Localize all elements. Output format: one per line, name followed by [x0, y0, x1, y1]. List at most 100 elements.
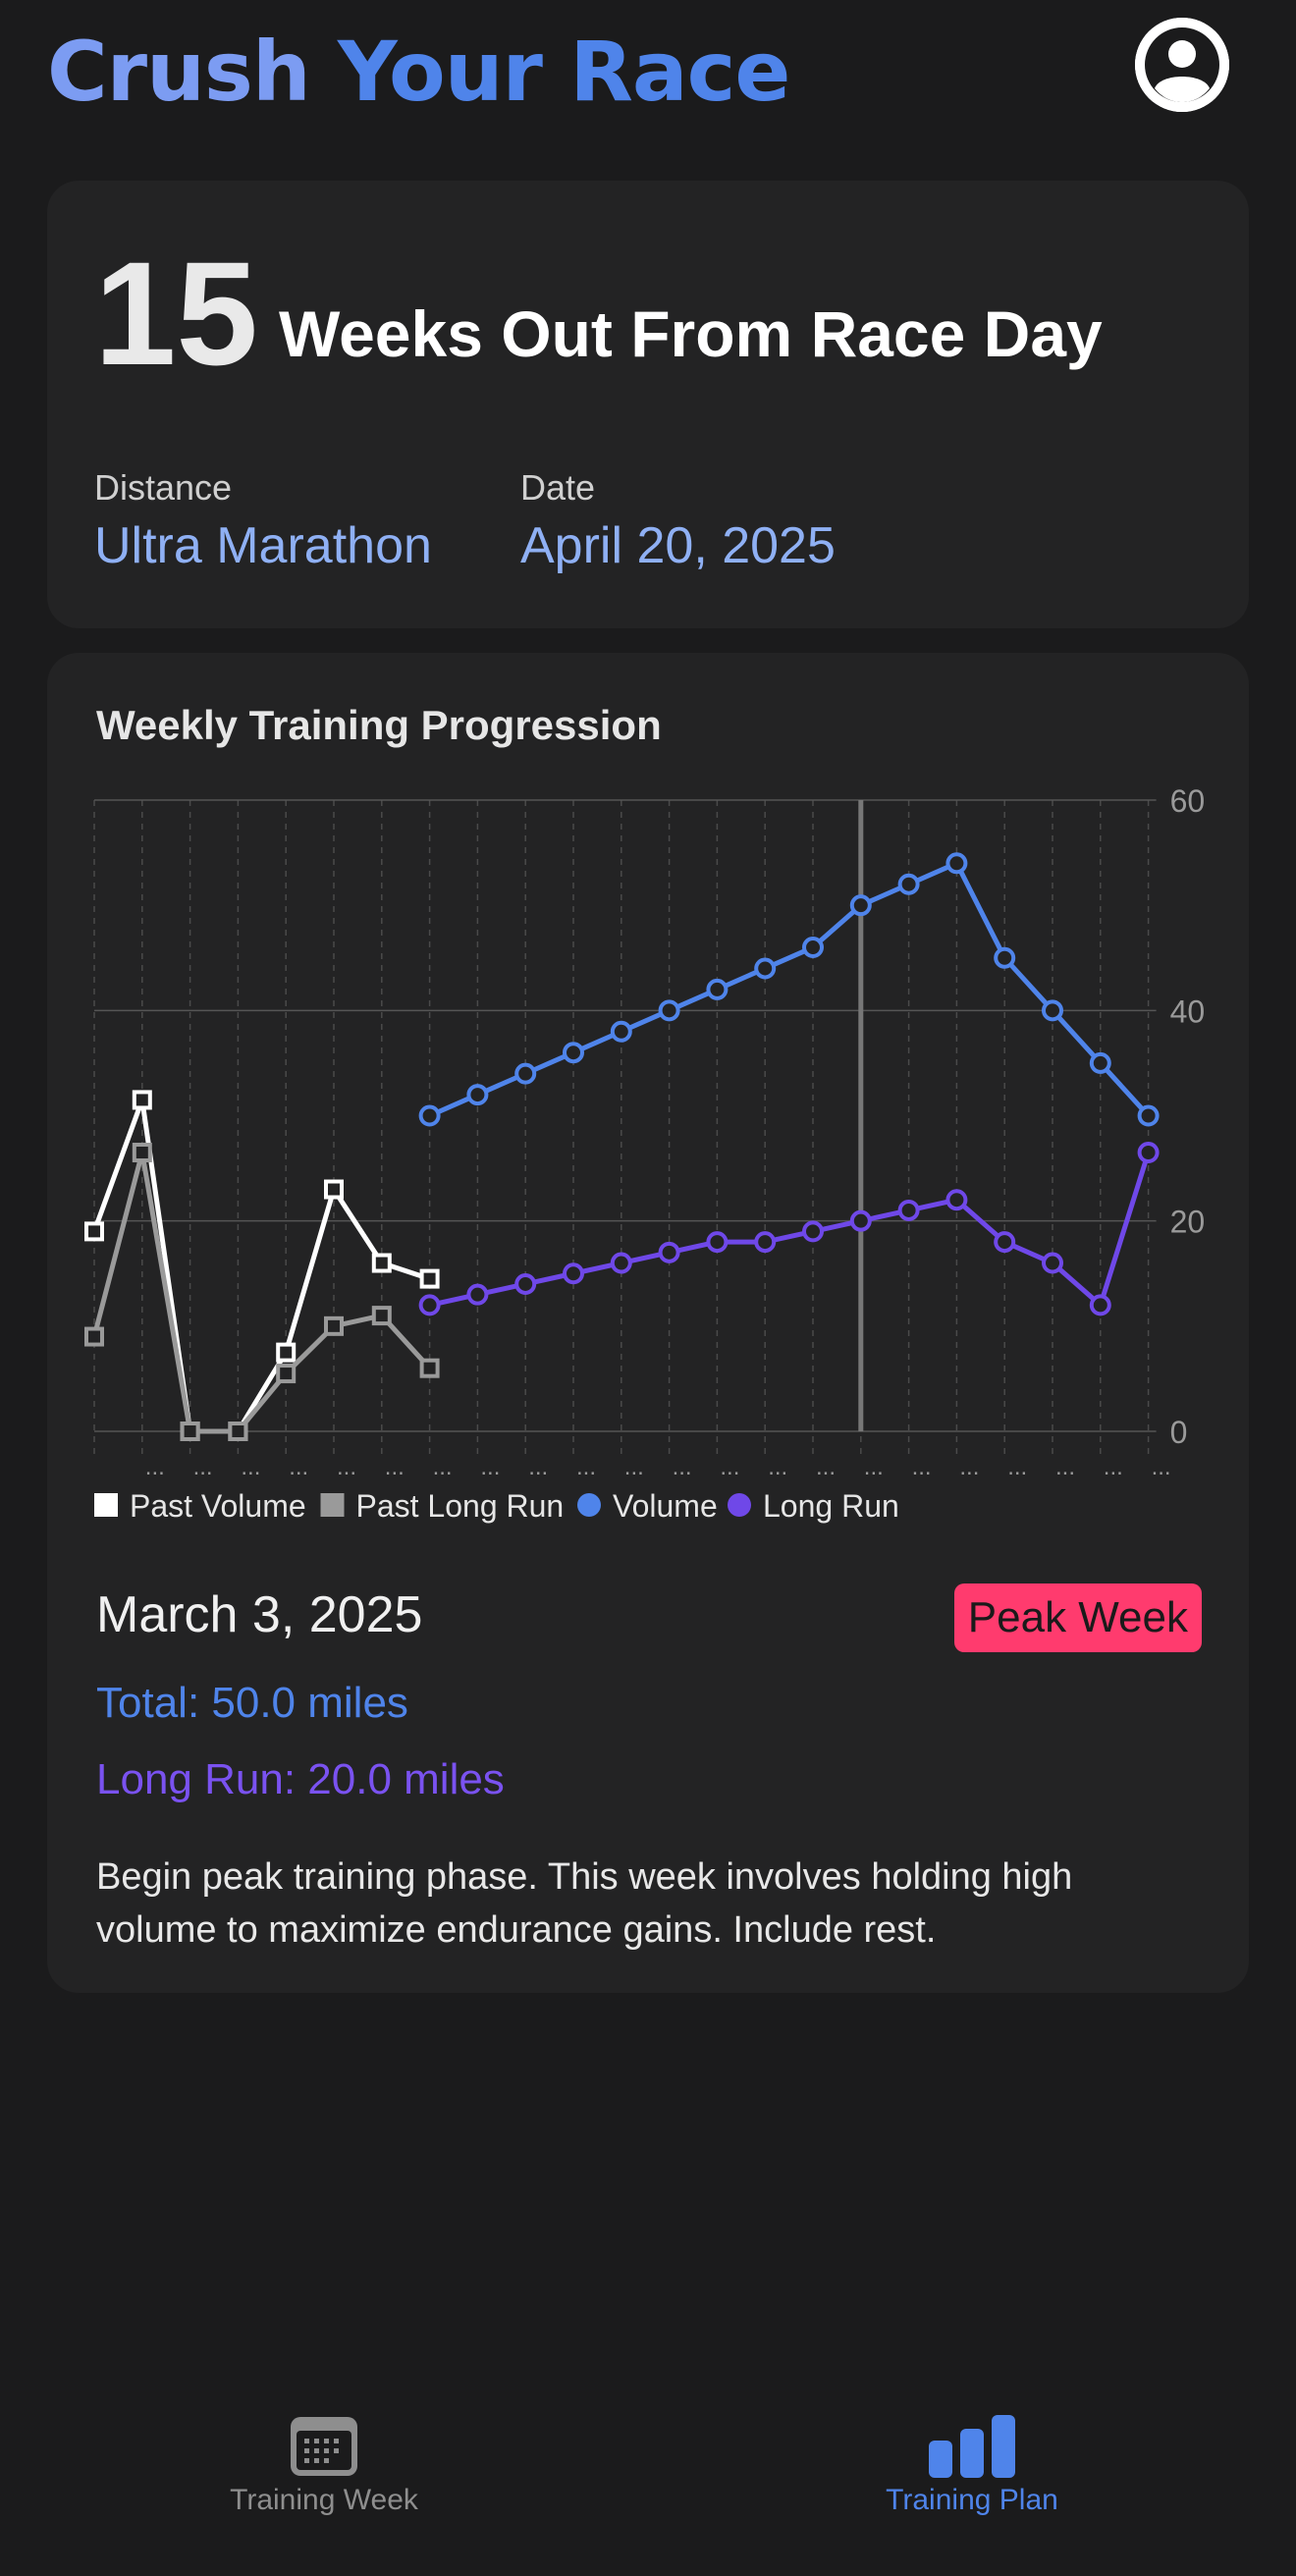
data-point — [466, 1084, 489, 1106]
tab-training-week[interactable]: Training Week — [167, 2415, 481, 2552]
data-point — [324, 1179, 344, 1200]
header: Crush Your Race — [47, 10, 1249, 128]
app-title-part1: Crush — [47, 24, 311, 120]
data-point — [706, 978, 729, 1000]
app-title-part2: Your Race — [337, 24, 790, 120]
x-tick-label: ... — [289, 1454, 308, 1480]
chart-title: Weekly Training Progression — [96, 702, 662, 748]
peak-week-badge: Peak Week — [953, 1583, 1202, 1652]
data-point — [1137, 1104, 1160, 1127]
data-point — [849, 894, 872, 917]
data-point — [610, 1020, 632, 1043]
x-tick-label: ... — [816, 1454, 836, 1480]
data-point — [228, 1422, 248, 1441]
selected-week-date: March 3, 2025 — [96, 1586, 423, 1643]
x-tick-label: ... — [241, 1454, 260, 1480]
data-point — [132, 1143, 152, 1163]
y-tick-label: 40 — [1170, 993, 1206, 1029]
weeks-out-label: Weeks Out From Race Day — [279, 297, 1103, 370]
data-point — [897, 1199, 920, 1221]
x-tick-label: ... — [1007, 1454, 1027, 1480]
data-point — [802, 937, 824, 959]
app-title: Crush Your Race — [47, 24, 790, 120]
data-point — [802, 1220, 824, 1243]
distance-label: Distance — [94, 467, 233, 508]
data-point — [706, 1231, 729, 1254]
data-point — [1042, 1252, 1063, 1274]
data-point — [1042, 999, 1063, 1022]
x-tick-label: ... — [768, 1454, 787, 1480]
x-tick-label: ... — [576, 1454, 596, 1480]
legend-label: Past Volume — [130, 1488, 306, 1524]
x-tick-label: ... — [433, 1454, 453, 1480]
legend-marker — [320, 1493, 345, 1517]
legend-marker — [94, 1493, 118, 1517]
x-tick-label: ... — [673, 1454, 692, 1480]
total-miles: Total: 50.0 miles — [96, 1679, 408, 1727]
long-run-miles: Long Run: 20.0 miles — [96, 1755, 505, 1803]
data-point — [466, 1283, 489, 1306]
race-summary-card: 15 Weeks Out From Race Day Distance Ultr… — [47, 181, 1249, 628]
tab-training-plan[interactable]: Training Plan — [815, 2415, 1129, 2552]
data-point — [897, 873, 920, 895]
x-tick-label: ... — [912, 1454, 932, 1480]
data-point — [1089, 1294, 1111, 1316]
series-line-2 — [428, 860, 1151, 1118]
y-tick-label: 0 — [1170, 1415, 1188, 1450]
x-tick-label: ... — [1152, 1454, 1171, 1480]
data-point — [132, 1090, 152, 1110]
data-point — [514, 1062, 537, 1085]
x-tick-label: ... — [1055, 1454, 1075, 1480]
calendar-icon — [291, 2417, 357, 2476]
training-chart[interactable]: 0 20 40 60.................................… — [47, 653, 1249, 1556]
data-point — [1089, 1051, 1111, 1074]
data-point — [563, 1042, 584, 1064]
profile-button[interactable] — [1135, 18, 1229, 112]
x-tick-label: ... — [1104, 1454, 1123, 1480]
data-point — [754, 1231, 777, 1254]
legend-marker — [728, 1493, 751, 1517]
x-tick-label: ... — [864, 1454, 884, 1480]
data-point — [84, 1221, 104, 1242]
week-description: Begin peak training phase. This week inv… — [96, 1856, 1073, 1951]
x-tick-label: ... — [624, 1454, 644, 1480]
person-circle-icon — [1135, 18, 1229, 112]
date-label: Date — [520, 467, 596, 508]
data-point — [419, 1358, 440, 1378]
y-tick-label: 20 — [1170, 1205, 1206, 1240]
x-tick-label: ... — [720, 1454, 739, 1480]
legend-label: Long Run — [763, 1488, 899, 1524]
data-point — [324, 1315, 344, 1336]
x-tick-label: ... — [480, 1454, 500, 1480]
data-point — [754, 957, 777, 980]
x-tick-label: ... — [385, 1454, 405, 1480]
tab-bar: Training Week Training Plan — [0, 2376, 1296, 2576]
series-line-3 — [429, 1152, 1151, 1308]
data-point — [1137, 1142, 1160, 1164]
training-progression-card: Weekly Training Progression 0 20 40 60.....… — [47, 653, 1249, 1993]
tab-training-plan-label: Training Plan — [886, 2484, 1058, 2516]
date-value[interactable]: April 20, 2025 — [520, 517, 836, 574]
bar-chart-icon — [929, 2415, 1015, 2478]
data-point — [658, 999, 680, 1022]
data-point — [994, 946, 1016, 969]
data-point — [945, 1189, 968, 1211]
data-point — [276, 1364, 297, 1384]
data-point — [418, 1104, 441, 1127]
data-point — [945, 852, 968, 875]
data-point — [514, 1272, 537, 1295]
legend-label: Past Long Run — [356, 1488, 565, 1524]
y-tick-label: 60 — [1170, 783, 1206, 819]
legend-label: Volume — [613, 1488, 718, 1524]
tab-training-week-label: Training Week — [230, 2484, 418, 2516]
x-tick-label: ... — [145, 1454, 165, 1480]
x-tick-label: ... — [337, 1454, 356, 1480]
data-point — [610, 1252, 632, 1274]
data-point — [276, 1342, 297, 1363]
weeks-out-number: 15 — [94, 231, 258, 396]
x-tick-label: ... — [193, 1454, 213, 1480]
data-point — [84, 1326, 104, 1347]
data-point — [180, 1422, 200, 1441]
distance-value[interactable]: Ultra Marathon — [94, 517, 432, 574]
x-tick-label: ... — [528, 1454, 548, 1480]
